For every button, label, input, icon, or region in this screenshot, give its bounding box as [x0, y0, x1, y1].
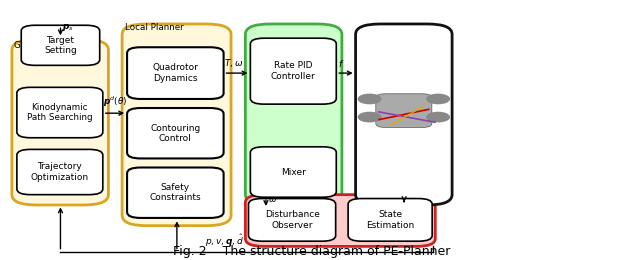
Text: $\boldsymbol{p}_s$: $\boldsymbol{p}_s$ [62, 22, 74, 33]
Text: $\omega$: $\omega$ [268, 195, 278, 204]
Text: Rate PID
Controller: Rate PID Controller [271, 61, 316, 81]
Text: Global Planner: Global Planner [14, 41, 78, 50]
Text: $\boldsymbol{p}^d(\theta)$: $\boldsymbol{p}^d(\theta)$ [103, 95, 127, 109]
Circle shape [427, 112, 449, 122]
FancyBboxPatch shape [17, 87, 103, 138]
Text: Disturbance
Observer: Disturbance Observer [265, 210, 319, 230]
Text: Quadrotor
Dynamics: Quadrotor Dynamics [152, 63, 198, 83]
FancyBboxPatch shape [127, 167, 223, 218]
FancyBboxPatch shape [245, 195, 436, 246]
Text: Kinodynamic
Path Searching: Kinodynamic Path Searching [27, 103, 92, 122]
FancyBboxPatch shape [376, 94, 432, 127]
FancyBboxPatch shape [127, 47, 223, 99]
Text: Safety
Constraints: Safety Constraints [150, 183, 201, 203]
Text: Contouring
Control: Contouring Control [150, 124, 200, 143]
Text: Mixer: Mixer [281, 167, 306, 177]
FancyBboxPatch shape [348, 199, 432, 241]
FancyBboxPatch shape [245, 24, 342, 205]
Text: Local Planner: Local Planner [125, 23, 183, 32]
Text: Fig. 2    The structure diagram of PE-Planner: Fig. 2 The structure diagram of PE-Plann… [173, 245, 451, 258]
Text: State
Estimation: State Estimation [366, 210, 414, 230]
Circle shape [358, 112, 381, 122]
Text: Trajectory
Optimization: Trajectory Optimization [31, 162, 89, 182]
FancyBboxPatch shape [250, 38, 336, 104]
FancyBboxPatch shape [127, 108, 223, 158]
FancyBboxPatch shape [122, 24, 231, 226]
Text: $T, \omega$: $T, \omega$ [223, 57, 243, 69]
Circle shape [427, 94, 449, 104]
Text: $p, v, \boldsymbol{q}, \hat{d}$: $p, v, \boldsymbol{q}, \hat{d}$ [205, 232, 245, 249]
FancyBboxPatch shape [250, 147, 336, 197]
FancyBboxPatch shape [17, 150, 103, 195]
FancyBboxPatch shape [248, 199, 336, 241]
FancyBboxPatch shape [12, 40, 109, 205]
FancyBboxPatch shape [356, 24, 452, 205]
Text: $f$: $f$ [338, 58, 344, 69]
Text: Target
Setting: Target Setting [44, 36, 77, 55]
FancyBboxPatch shape [21, 25, 100, 65]
Circle shape [358, 94, 381, 104]
